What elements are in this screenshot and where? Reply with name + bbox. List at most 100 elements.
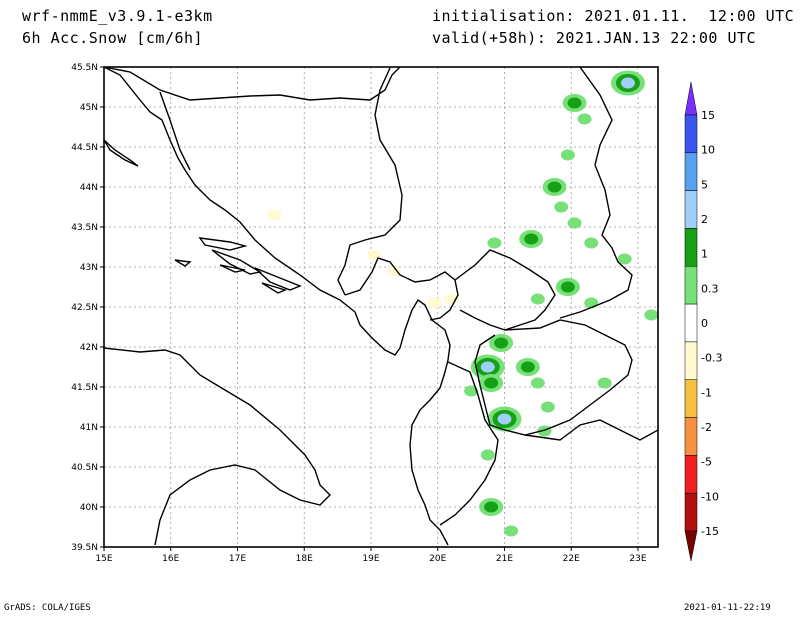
legend-swatch	[684, 379, 698, 418]
field-title: 6h Acc.Snow [cm/6h]	[22, 29, 204, 47]
initialisation-time: initialisation: 2021.01.11. 12:00 UTC	[432, 7, 795, 25]
snow-patch	[497, 413, 512, 425]
legend-swatch	[684, 190, 698, 229]
legend-label: -5	[701, 456, 712, 469]
legend-swatch	[684, 492, 698, 532]
lon-tick-label: 19E	[362, 554, 379, 564]
legend-swatch	[684, 303, 698, 343]
legend-swatch	[684, 455, 698, 494]
lon-tick-label: 23E	[629, 554, 646, 564]
snow-patch	[584, 237, 599, 249]
snow-patch	[554, 201, 569, 213]
snow-patch	[484, 501, 499, 513]
legend-label: -10	[701, 490, 719, 503]
lon-tick-label: 16E	[162, 554, 179, 564]
snow-patch	[644, 309, 659, 321]
valid-time: valid(+58h): 2021.JAN.13 22:00 UTC	[432, 29, 757, 47]
lon-tick-label: 20E	[429, 554, 446, 564]
lat-tick-label: 43.5N	[71, 223, 98, 233]
snow-patch	[267, 209, 282, 221]
island-1	[198, 237, 248, 251]
legend-label: 0.3	[701, 282, 719, 295]
lat-tick-label: 45.5N	[71, 63, 98, 73]
legend-label: -2	[701, 421, 712, 434]
island-6	[219, 264, 246, 273]
snow-patch	[484, 377, 499, 389]
legend-label: 2	[701, 213, 708, 226]
coastline-and-borders	[103, 66, 659, 546]
legend-label: -0.3	[701, 352, 722, 365]
border-kosovo	[454, 249, 556, 331]
snow-patch	[567, 97, 582, 109]
border-bosnia-inner	[159, 91, 191, 171]
snow-patch	[494, 337, 509, 349]
legend-swatch	[684, 228, 698, 267]
snow-patch	[387, 265, 402, 277]
legend-swatch	[684, 114, 698, 154]
legend-swatch	[684, 266, 698, 305]
border-bosnia-serbia	[337, 67, 403, 296]
snow-patch	[567, 217, 582, 229]
snow-patch	[620, 77, 635, 89]
model-title: wrf-nmmE_v3.9.1-e3km	[22, 7, 213, 25]
lat-lon-grid	[104, 67, 658, 547]
lon-tick-label: 15E	[95, 554, 112, 564]
snow-patch	[597, 377, 612, 389]
footer-timestamp: 2021-01-11-22:19	[684, 603, 771, 613]
snow-patch	[530, 293, 545, 305]
legend-label: 1	[701, 248, 708, 261]
lon-tick-label: 22E	[563, 554, 580, 564]
color-legend: 15 10 5 2 1 0.3 0 -0.3 -1 -2 -5 -10 -15	[684, 81, 722, 562]
legend-label: 5	[701, 178, 708, 191]
snow-patch	[427, 297, 442, 309]
snow-patches	[267, 70, 659, 537]
snow-patch	[617, 253, 632, 265]
axis-ticks: 15E 16E 17E 18E 19E 20E 21E 22E 23E 45.5N 45N 44.5N…	[71, 63, 647, 564]
snow-patch	[530, 377, 545, 389]
snow-patch	[480, 361, 495, 373]
lon-tick-label: 21E	[496, 554, 513, 564]
lat-tick-label: 41.5N	[71, 383, 98, 393]
border-serbia-east	[559, 66, 633, 319]
snow-patch	[464, 385, 479, 397]
lat-tick-label: 42.5N	[71, 303, 98, 313]
lat-tick-label: 42N	[80, 343, 98, 353]
legend-label: 0	[701, 317, 708, 330]
legend-label: 15	[701, 109, 715, 122]
border-montenegro	[344, 257, 459, 321]
snow-patch	[524, 233, 539, 245]
lat-tick-label: 39.5N	[71, 543, 98, 553]
snow-patch	[547, 181, 562, 193]
lat-tick-label: 40N	[80, 503, 98, 513]
border-albania-greece	[439, 361, 499, 526]
lat-tick-label: 41N	[80, 423, 98, 433]
lat-tick-label: 44N	[80, 183, 98, 193]
footer-credit: GrADS: COLA/IGES	[4, 603, 91, 613]
border-croatia-bosnia	[103, 66, 401, 101]
lon-tick-label: 18E	[296, 554, 313, 564]
adriatic-coastline	[103, 66, 451, 546]
island-3	[211, 249, 262, 275]
lat-tick-label: 40.5N	[71, 463, 98, 473]
lat-tick-label: 45N	[80, 103, 98, 113]
island-7	[103, 139, 139, 167]
island-5	[261, 282, 288, 294]
island-4	[254, 267, 302, 291]
snow-patch	[577, 113, 592, 125]
snow-patch	[560, 149, 575, 161]
legend-swatch	[684, 152, 698, 191]
snow-patch	[560, 281, 575, 293]
legend-label: -1	[701, 386, 712, 399]
legend-swatch	[684, 417, 698, 456]
lat-tick-label: 44.5N	[71, 143, 98, 153]
legend-swatch	[684, 341, 698, 380]
legend-cap-top	[684, 81, 698, 116]
snow-patch	[487, 237, 502, 249]
italian-coastline	[103, 347, 331, 546]
snow-patch	[480, 449, 495, 461]
legend-cap-bottom	[684, 530, 698, 562]
border-greece-east	[524, 419, 659, 441]
lat-tick-label: 43N	[80, 263, 98, 273]
border-macedonia	[474, 319, 633, 436]
